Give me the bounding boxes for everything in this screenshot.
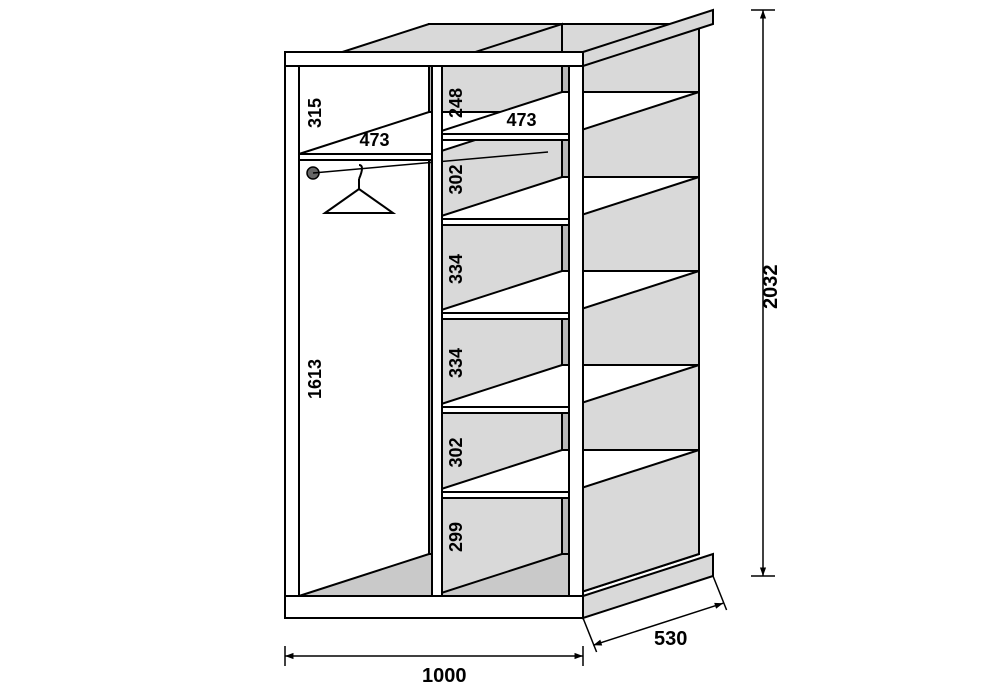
dim-right-h-0: 248 — [446, 88, 466, 118]
dim-outer-d: 530 — [654, 628, 687, 650]
dim-left-top-h: 315 — [305, 98, 325, 128]
dim-right-h-1: 302 — [446, 164, 466, 194]
dim-right-h-5: 299 — [446, 522, 466, 552]
dim-right-h-2: 334 — [446, 254, 466, 284]
dim-right-w: 473 — [507, 110, 537, 130]
dim-left-hang-h: 1613 — [305, 359, 325, 399]
dim-outer-h: 2032 — [760, 265, 782, 310]
wardrobe-diagram: 315 473 1613 473 248 302 334 334 302 299 2032 1000 5… — [0, 0, 1000, 685]
dim-left-w: 473 — [360, 130, 390, 150]
dim-right-h-3: 334 — [446, 348, 466, 378]
dim-outer-w: 1000 — [422, 665, 467, 685]
dim-right-h-4: 302 — [446, 437, 466, 467]
